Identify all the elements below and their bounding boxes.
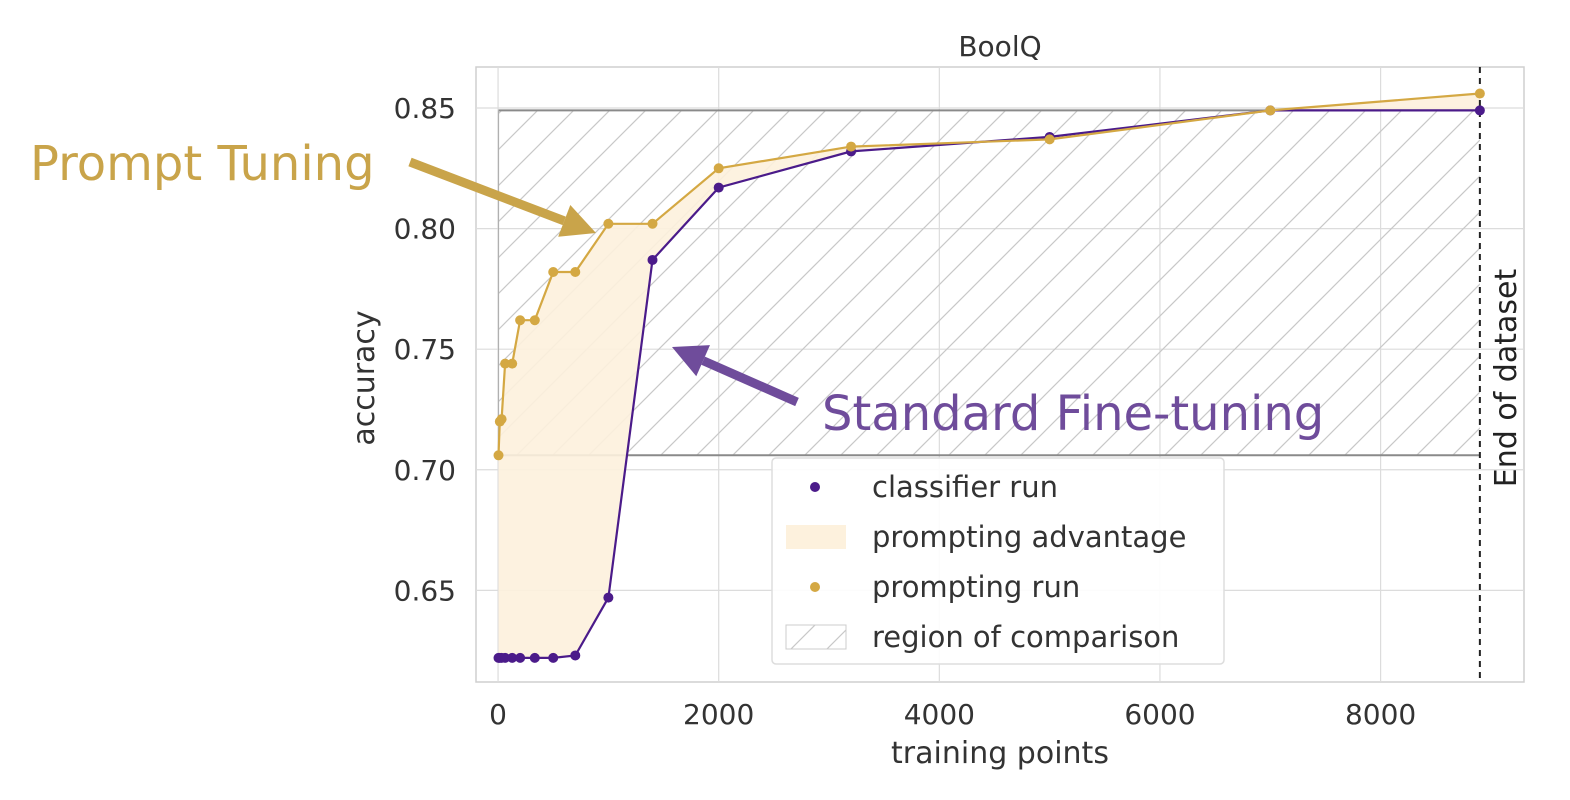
- prompting-run-point: [507, 358, 518, 369]
- region-hatch: [498, 110, 1480, 456]
- chart-title: BoolQ: [958, 30, 1041, 63]
- standard-fine-tuning-annotation: Standard Fine-tuning: [822, 386, 1325, 442]
- classifier-run-point: [570, 650, 581, 661]
- prompting-advantage-area: [498, 93, 1480, 658]
- legend-marker: [810, 582, 820, 592]
- legend-label: prompting run: [872, 570, 1080, 604]
- y-tick-label: 0.65: [394, 574, 456, 607]
- legend-marker: [810, 482, 820, 492]
- prompting-run-point: [529, 315, 540, 326]
- x-tick-label: 6000: [1124, 698, 1195, 731]
- series-layer: [493, 67, 1485, 682]
- y-tick-label: 0.70: [394, 454, 456, 487]
- classifier-run-point: [515, 652, 526, 663]
- classifier-run-point: [548, 652, 559, 663]
- legend-label: classifier run: [872, 470, 1058, 504]
- y-tick-label: 0.80: [394, 213, 456, 246]
- prompting-run-point: [647, 218, 658, 229]
- prompting-run-point: [496, 414, 507, 425]
- prompting-run-point: [846, 141, 857, 152]
- x-axis-label: training points: [891, 736, 1109, 771]
- prompting-run-point: [500, 358, 511, 369]
- legend-marker: [785, 624, 847, 650]
- prompting-run-point: [603, 218, 614, 229]
- classifier-run-point: [647, 254, 658, 265]
- prompt-tuning-annotation: Prompt Tuning: [30, 136, 375, 192]
- y-axis-label: accuracy: [347, 310, 382, 445]
- prompting-run-point: [713, 163, 724, 174]
- prompting-advantage-fill: [498, 93, 1480, 658]
- prompting-run-point: [515, 315, 526, 326]
- standard-fine-tuning-arrow: [672, 345, 799, 407]
- prompting-run-point: [493, 450, 504, 461]
- classifier-run-point: [603, 592, 614, 603]
- x-tick-label: 0: [489, 698, 507, 731]
- x-tick-label: 2000: [683, 698, 754, 731]
- legend-marker: [786, 525, 846, 549]
- end-of-dataset-label: End of dataset: [1489, 269, 1524, 488]
- region-of-comparison: [497, 109, 1480, 457]
- y-tick-label: 0.85: [394, 92, 456, 125]
- legend: classifier run prompting advantage prompti…: [771, 457, 1225, 665]
- classifier-run-point: [529, 652, 540, 663]
- annotation-arrows: [408, 157, 799, 407]
- prompting-run-point: [548, 267, 559, 277]
- y-tick-label: 0.75: [394, 333, 456, 366]
- prompting-run-point: [1265, 105, 1276, 116]
- prompting-run-point: [1474, 88, 1485, 99]
- classifier-run-point: [500, 652, 511, 663]
- prompting-run-line: [497, 92, 1480, 456]
- legend-frame: [771, 457, 1225, 665]
- legend-label: region of comparison: [872, 620, 1179, 654]
- x-tick-label: 8000: [1345, 698, 1416, 731]
- legend-label: prompting advantage: [872, 520, 1186, 554]
- classifier-run-point: [507, 652, 518, 663]
- prompt-tuning-arrow: [408, 157, 596, 237]
- prompting-run-point: [1044, 134, 1055, 145]
- classifier-run-point: [713, 182, 724, 193]
- axis-ticks: 0 2000 4000 6000 8000 0.65 0.70 0.75 0.80 0.85: [394, 92, 1417, 731]
- classifier-run-point: [1474, 105, 1485, 116]
- prompting-run-point: [570, 267, 581, 277]
- x-tick-label: 4000: [904, 698, 975, 731]
